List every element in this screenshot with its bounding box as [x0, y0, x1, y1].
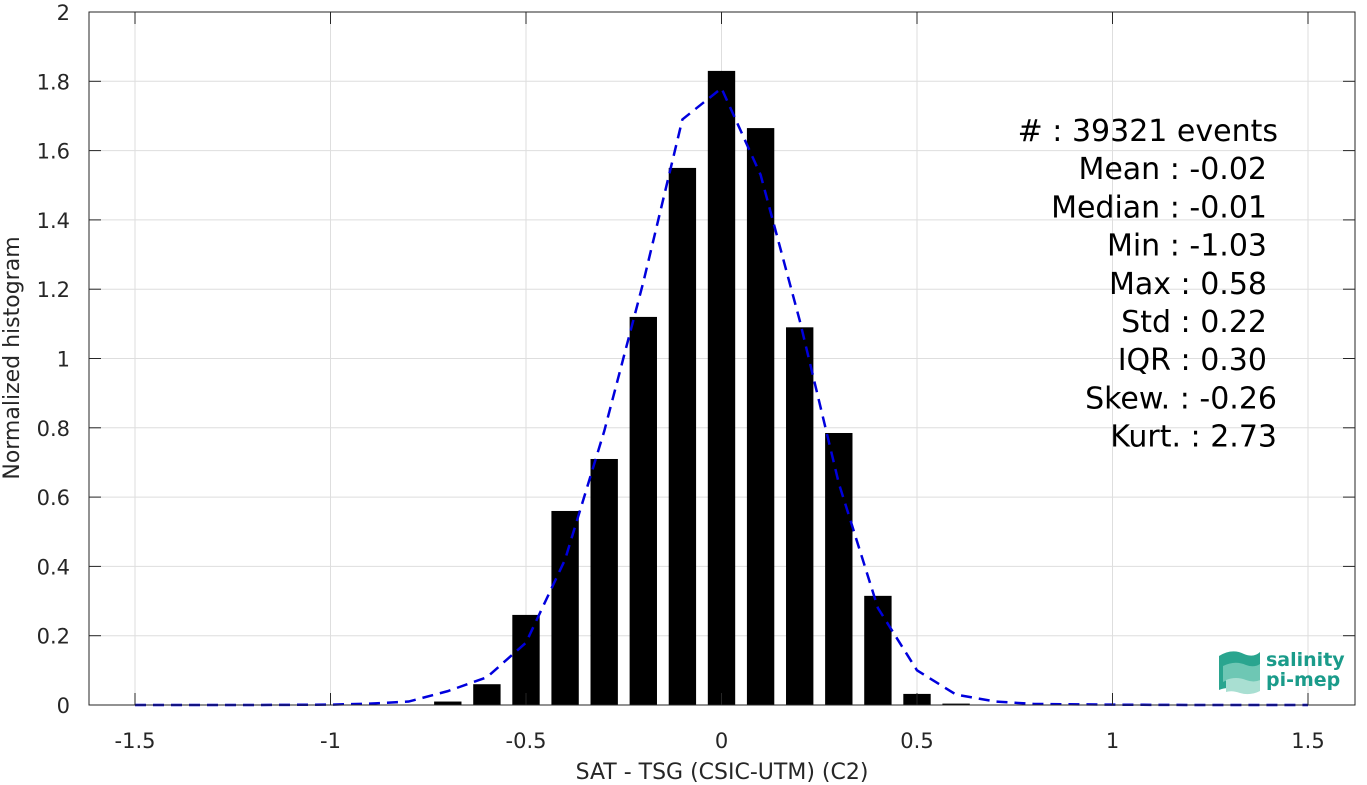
y-tick-label-3: 0.6 [37, 486, 70, 510]
y-tick-label-8: 1.6 [37, 140, 70, 164]
y-tick-label-2: 0.4 [37, 555, 70, 579]
histogram-bar-11 [864, 595, 892, 705]
x-tick-label-1: -1 [320, 729, 341, 753]
fit-curve [135, 86, 1308, 707]
histogram-bar-3 [551, 510, 579, 705]
y-axis-ticks: 0 0.2 0.4 0.6 0.8 1 1.2 1.4 1.6 1.8 2 [37, 1, 1355, 718]
histogram-bar-1 [473, 684, 501, 705]
x-tick-label-4: 0.5 [900, 729, 933, 753]
stat-line-8: Kurt. : 2.73 [1110, 420, 1277, 455]
y-tick-label-9: 1.8 [37, 70, 70, 94]
logo-wave-icon [1219, 651, 1260, 695]
y-tick-label-5: 1 [57, 348, 70, 372]
histogram-bars [434, 70, 970, 706]
y-tick-label-1: 0.2 [37, 625, 70, 649]
histogram-bar-0 [434, 701, 462, 705]
x-tick-label-2: -0.5 [506, 729, 547, 753]
y-tick-label-10: 2 [57, 1, 70, 25]
logo-line-1: salinity [1266, 649, 1345, 671]
y-tick-label-7: 1.4 [37, 209, 70, 233]
stat-line-3: Min : -1.03 [1107, 229, 1267, 264]
histogram-bar-10 [825, 432, 853, 705]
histogram-bar-2 [512, 614, 540, 705]
x-tick-label-6: 1.5 [1291, 729, 1324, 753]
x-tick-label-3: 0 [715, 729, 728, 753]
y-tick-label-6: 1.2 [37, 278, 70, 302]
stat-line-6: IQR : 0.30 [1118, 343, 1267, 378]
stat-line-1: Mean : -0.02 [1078, 152, 1267, 187]
y-axis-label: Normalized histogram [0, 236, 25, 479]
stat-line-0: # : 39321 events [1018, 114, 1278, 149]
histogram-bar-6 [668, 167, 697, 706]
histogram-bar-4 [590, 458, 618, 705]
y-tick-label-4: 0.8 [37, 417, 70, 441]
logo-line-2: pi-mep [1266, 669, 1340, 691]
stat-line-2: Median : -0.01 [1051, 190, 1267, 225]
y-tick-label-0: 0 [57, 694, 70, 718]
salinity-pi-mep-logo: salinity pi-mep [1219, 649, 1345, 695]
stat-line-5: Std : 0.22 [1121, 305, 1267, 340]
x-tick-label-0: -1.5 [115, 729, 156, 753]
stat-line-4: Max : 0.58 [1109, 267, 1267, 302]
histogram-bar-13 [942, 703, 970, 705]
histogram-bar-5 [629, 316, 657, 705]
x-axis-ticks: -1.5 -1 -0.5 0 0.5 1 1.5 [115, 12, 1325, 753]
stat-line-7: Skew. : -0.26 [1085, 381, 1277, 416]
x-axis-label: SAT - TSG (CSIC-UTM) (C2) [576, 760, 869, 785]
x-tick-label-5: 1 [1106, 729, 1119, 753]
histogram-bar-7 [707, 70, 736, 705]
histogram-bar-9 [786, 327, 814, 705]
histogram-bar-8 [746, 128, 775, 705]
